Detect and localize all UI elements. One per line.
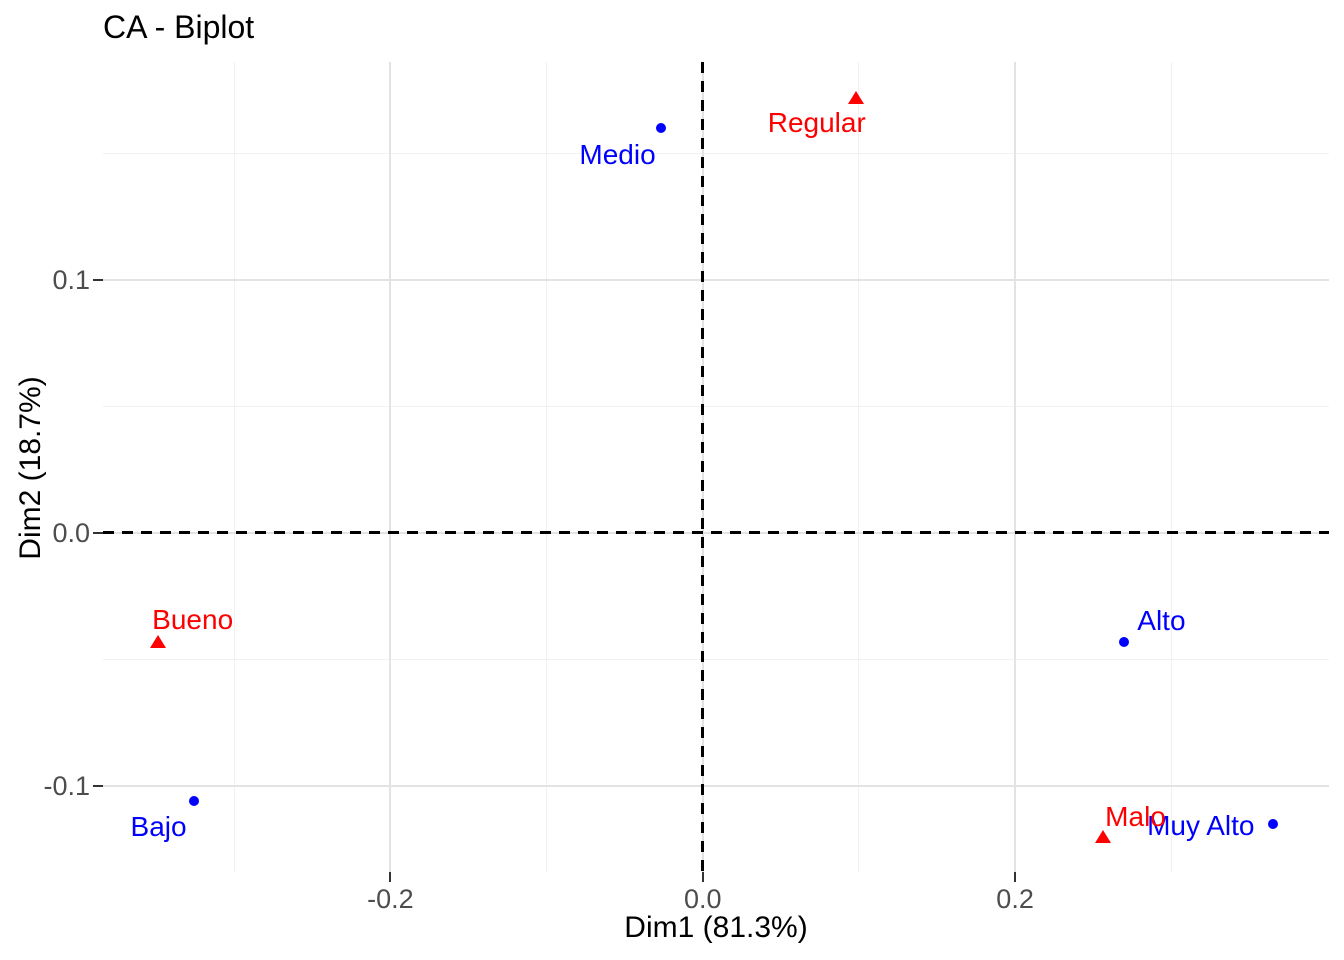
x-tick-label: -0.2 <box>367 884 414 914</box>
y-axis-tick <box>93 278 103 281</box>
data-point-malo <box>1094 830 1111 844</box>
point-label-bajo: Bajo <box>130 811 187 843</box>
point-label-medio: Medio <box>579 138 656 170</box>
gridline-y-major <box>103 784 1329 787</box>
gridline-y-minor <box>103 152 1329 154</box>
gridline-y-minor <box>103 658 1329 660</box>
y-tick-label: 0.0 <box>52 517 90 548</box>
x-tick-label: 0.2 <box>996 884 1034 914</box>
point-label-bueno: Bueno <box>152 603 234 635</box>
data-point-muy-alto <box>1267 818 1278 829</box>
gridline-x-minor <box>546 62 548 872</box>
x-axis-tick <box>389 872 392 882</box>
gridline-x-major <box>1014 62 1017 872</box>
data-point-medio <box>655 122 666 133</box>
gridline-x-minor <box>233 62 235 872</box>
gridline-x-minor <box>858 62 860 872</box>
data-point-bajo <box>188 796 199 807</box>
point-label-regular: Regular <box>767 107 866 139</box>
gridline-x-minor <box>1170 62 1172 872</box>
point-label-alto: Alto <box>1137 604 1186 636</box>
y-tick-label: 0.1 <box>52 264 90 295</box>
x-tick-label: 0.0 <box>683 884 722 914</box>
data-point-alto <box>1119 636 1130 647</box>
point-label-muy-alto: Muy Alto <box>1147 809 1255 841</box>
point-label-malo: Malo <box>1105 800 1166 832</box>
zero-line-vertical <box>701 62 705 872</box>
data-point-bueno <box>149 635 166 649</box>
y-tick-label: -0.1 <box>43 770 90 801</box>
zero-line-horizontal <box>103 531 1329 535</box>
x-axis-title: Dim1 (81.3%) <box>624 911 808 944</box>
x-axis-tick <box>1014 872 1017 882</box>
y-axis-tick <box>93 784 103 787</box>
data-point-regular <box>847 90 864 104</box>
gridline-y-major <box>103 278 1329 281</box>
plot-title: CA - Biplot <box>103 9 255 45</box>
gridline-y-minor <box>103 405 1329 407</box>
x-axis-tick <box>701 872 704 882</box>
gridline-x-major <box>389 62 392 872</box>
y-axis-tick <box>93 531 103 534</box>
